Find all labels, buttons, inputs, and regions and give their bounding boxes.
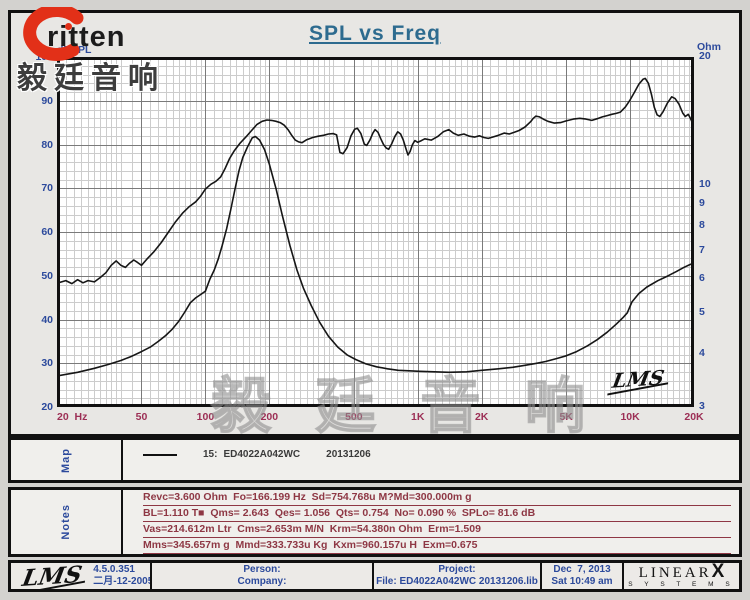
footer-app-cell: LMS 4.5.0.351 二月-12-2005	[11, 563, 150, 589]
x-tick: 5K	[559, 411, 573, 423]
legend-date: 20131206	[326, 449, 371, 460]
x-tick: 100	[196, 411, 215, 423]
footer-bar: LMS 4.5.0.351 二月-12-2005 Person: Company…	[8, 560, 742, 592]
notes-line: Revc=3.600 Ohm Fo=166.199 Hz Sd=754.768u…	[143, 490, 731, 506]
x-tick: 2K	[474, 411, 489, 423]
y-tick-left: 90	[41, 94, 53, 107]
y-tick-left: 20	[41, 401, 53, 413]
notes-label-cell: Notes	[11, 490, 123, 554]
y-tick-right: 20	[699, 50, 711, 62]
legend-line-swatch	[143, 453, 177, 456]
y-tick-right: 5	[699, 305, 705, 318]
notes-line: Mms=345.657m g Mmd=333.733u Kg Kxm=960.1…	[143, 538, 731, 554]
series-spl	[56, 77, 695, 285]
y-axis-right-label: Ohm	[697, 41, 721, 53]
map-label-cell: Map	[11, 440, 123, 480]
y-tick-left: 60	[41, 226, 53, 238]
brand-logo: ritten	[13, 7, 203, 65]
x-tick: 20 Hz	[57, 411, 88, 423]
y-tick-right: 8	[699, 219, 705, 232]
x-tick: 10K	[620, 411, 640, 423]
x-tick: 500	[345, 411, 363, 423]
notes-line: BL=1.110 T■ Qms= 2.643 Qes= 1.056 Qts= 0…	[143, 506, 731, 522]
y-tick-right: 10	[699, 177, 711, 190]
map-panel: Map 15: ED4022A042WC 20131206	[8, 437, 742, 483]
linearx-x-icon: X	[711, 563, 725, 582]
app-release-date: 二月-12-2005	[93, 576, 150, 587]
x-tick: 50	[135, 411, 148, 423]
eritten-swoosh-icon	[23, 7, 84, 61]
notes-panel: Notes Revc=3.600 Ohm Fo=166.199 Hz Sd=75…	[8, 487, 742, 557]
footer-date-cell: Dec 7, 2013 Sat 10:49 am	[540, 563, 622, 589]
brand-name: ritten	[47, 21, 126, 53]
person-label: Person:	[243, 564, 281, 575]
watermark-top-left: 毅廷音响	[17, 62, 165, 95]
series-impedance	[56, 135, 695, 377]
x-tick: 200	[260, 411, 279, 423]
chart-panel: ritten SPL vs Freq 毅廷音响 毅 廷 音 响 dBSPL Oh…	[8, 7, 742, 441]
y-tick-left: 70	[41, 182, 53, 195]
y-tick-right: 7	[699, 243, 705, 256]
y-tick-right: 3	[699, 400, 705, 412]
y-tick-right: 6	[699, 272, 705, 285]
brand-i-dot-icon	[65, 23, 72, 30]
y-tick-left: 30	[41, 357, 53, 370]
plot-svg	[56, 57, 695, 407]
map-content: 15: ED4022A042WC 20131206	[125, 440, 739, 480]
legend-row: 15: ED4022A042WC 20131206	[125, 440, 739, 460]
footer-person-cell: Person: Company:	[150, 563, 372, 589]
footer-vendor-cell: LINEARX S Y S T E M S	[622, 563, 739, 589]
plot-area: LMS	[56, 57, 695, 407]
notes-line: Vas=214.612m Ltr Cms=2.653m M/N Krm=54.3…	[143, 522, 731, 538]
notes-label: Notes	[60, 504, 72, 540]
project-label: Project:	[438, 564, 476, 575]
linearx-logo: LINEARX	[639, 563, 725, 582]
lms-app-logo: LMS	[20, 563, 84, 589]
y-tick-right: 4	[699, 346, 705, 359]
footer-project-cell: Project: File: ED4022A042WC 20131206.lib	[372, 563, 540, 589]
legend-index: 15:	[203, 449, 218, 460]
linearx-systems-text: S Y S T E M S	[628, 580, 735, 588]
y-tick-right: 9	[699, 197, 705, 210]
legend-name: ED4022A042WC	[223, 449, 301, 460]
map-label: Map	[60, 447, 72, 473]
company-label: Company:	[237, 576, 287, 587]
lms-corner-logo: LMS	[610, 365, 667, 393]
y-tick-left: 50	[41, 269, 53, 282]
time-text: Sat 10:49 am	[551, 576, 613, 587]
x-tick: 20K	[684, 411, 704, 423]
y-tick-left: 80	[41, 138, 53, 151]
date-text: Dec 7, 2013	[553, 564, 611, 575]
notes-content: Revc=3.600 Ohm Fo=166.199 Hz Sd=754.768u…	[125, 490, 739, 554]
y-tick-left: 40	[41, 313, 53, 326]
x-tick: 1K	[411, 411, 425, 423]
app-version: 4.5.0.351	[93, 564, 135, 575]
chart-title: SPL vs Freq	[309, 22, 441, 45]
file-label: File: ED4022A042WC 20131206.lib	[376, 576, 538, 587]
